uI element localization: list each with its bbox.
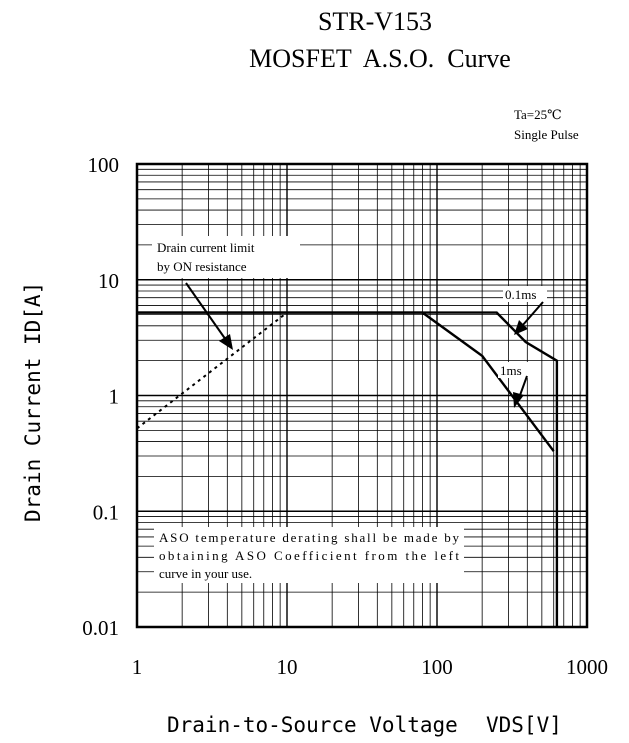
y-tick-label: 10 <box>98 269 119 293</box>
series-line-on-resistance-limit <box>136 311 288 430</box>
series-line-1ms <box>137 311 555 452</box>
derating-note-line3: curve in your use. <box>159 566 252 581</box>
condition-pulse: Single Pulse <box>514 127 579 142</box>
x-tick-label: 10 <box>277 655 298 679</box>
label-0.1ms-bg <box>503 286 547 302</box>
label-1ms: 1ms <box>500 363 522 378</box>
chart-title: STR-V153 <box>318 7 432 36</box>
derating-note-line1: ASO temperature derating shall be made b… <box>159 530 459 545</box>
on-resistance-arrow <box>185 282 233 350</box>
label-1ms-bg <box>498 362 528 378</box>
on-resistance-note-line1: Drain current limit <box>157 240 255 255</box>
y-tick-label: 1 <box>109 385 120 409</box>
x-tick-label: 1 <box>132 655 143 679</box>
condition-temperature: Ta=25℃ <box>514 107 562 122</box>
x-axis-label: Drain-to-Source Voltage <box>167 713 458 737</box>
label-0.1ms: 0.1ms <box>505 287 536 302</box>
x-axis-unit: VDS[V] <box>486 713 562 737</box>
tick-labels: 1 10 100 1000 0.01 0.1 1 10 100 <box>82 153 608 679</box>
on-resistance-note-line2: by ON resistance <box>157 259 247 274</box>
x-tick-label: 100 <box>421 655 453 679</box>
y-tick-label: 0.01 <box>82 616 119 640</box>
arrow-1ms <box>513 375 528 408</box>
y-tick-label: 0.1 <box>93 500 119 524</box>
series-layer <box>136 311 559 627</box>
derating-note-line2: obtaining ASO Coefficient from the left <box>159 548 459 563</box>
chart-subtitle: MOSFET A.S.O. Curve <box>249 44 511 73</box>
x-tick-label: 1000 <box>566 655 608 679</box>
arrow-0.1ms <box>514 301 544 335</box>
derating-note-bg <box>154 527 464 583</box>
y-tick-label: 100 <box>88 153 120 177</box>
on-resistance-note-bg <box>152 236 300 278</box>
y-axis-label: Drain Current ID[A] <box>21 282 45 522</box>
plot-frame <box>135 162 589 629</box>
